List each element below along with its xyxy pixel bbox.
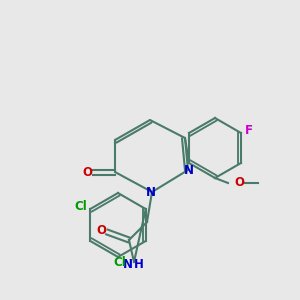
Text: N: N <box>184 164 194 176</box>
Text: O: O <box>96 224 106 236</box>
Text: F: F <box>245 124 253 136</box>
Text: Cl: Cl <box>114 256 126 268</box>
Text: N: N <box>146 185 156 199</box>
Text: H: H <box>134 259 144 272</box>
Text: O: O <box>82 166 92 178</box>
Text: O: O <box>234 176 244 190</box>
Text: N: N <box>123 259 133 272</box>
Text: Cl: Cl <box>74 200 87 214</box>
